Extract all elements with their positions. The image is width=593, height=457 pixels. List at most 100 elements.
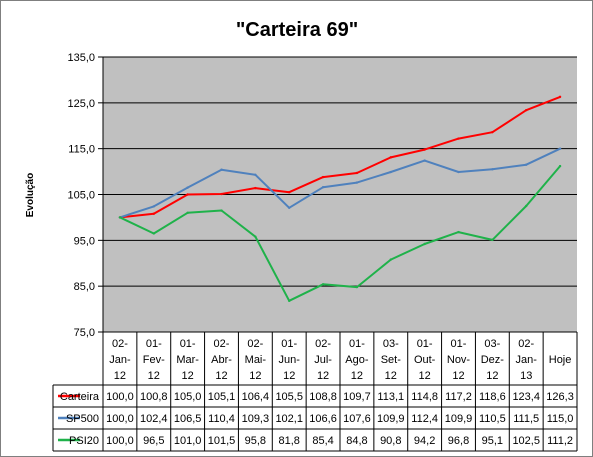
data-cell: 90,8 xyxy=(380,435,401,447)
data-point-psi20 xyxy=(288,299,291,303)
data-point-psi20 xyxy=(254,235,257,238)
data-point-psi20 xyxy=(321,283,325,286)
data-point-sp500 xyxy=(254,173,257,176)
data-cell: 107,6 xyxy=(343,413,371,425)
data-point-carteira xyxy=(389,156,392,159)
x-tick-label: 01-Jun-12 xyxy=(279,338,301,382)
x-tick-label: 01-Nov-12 xyxy=(447,338,471,382)
data-point-psi20 xyxy=(491,238,494,242)
data-point-carteira xyxy=(457,137,460,140)
data-point-carteira xyxy=(558,95,562,99)
data-point-psi20 xyxy=(558,164,562,168)
data-point-carteira xyxy=(186,193,189,196)
data-point-sp500 xyxy=(558,147,562,150)
data-cell: 100,8 xyxy=(140,391,168,403)
data-cell: 95,8 xyxy=(245,435,266,447)
series-name-carteira: Carteira xyxy=(60,391,100,403)
data-point-psi20 xyxy=(118,216,122,219)
data-cell: 102,4 xyxy=(140,413,168,425)
data-point-sp500 xyxy=(186,186,189,189)
y-tick-label: 75,0 xyxy=(74,327,95,339)
data-point-psi20 xyxy=(186,211,189,215)
data-cell: 84,8 xyxy=(346,435,367,447)
x-tick-label: 01-Fev-12 xyxy=(143,338,165,382)
x-tick-label: 01-Out-12 xyxy=(414,338,436,382)
series-line-sp500 xyxy=(119,147,561,219)
y-tick-label: 135,0 xyxy=(67,52,95,64)
data-point-psi20 xyxy=(457,230,460,234)
data-cell: 109,9 xyxy=(445,413,473,425)
data-point-sp500 xyxy=(152,205,155,208)
data-cell: 110,5 xyxy=(479,413,506,425)
y-tick-label: 85,0 xyxy=(74,281,95,293)
data-cell: 106,6 xyxy=(309,413,337,425)
data-cell: 112,4 xyxy=(411,413,438,425)
chart-title: "Carteira 69" xyxy=(236,19,358,41)
x-tick-label: 02-Mai-12 xyxy=(245,338,267,382)
x-tick-label: 01-Mar-12 xyxy=(176,338,199,382)
data-cell: 94,2 xyxy=(414,435,435,447)
x-tick-label: 02-Abr-12 xyxy=(211,338,232,382)
data-cell: 111,5 xyxy=(513,413,539,425)
series-name-sp500: SP500 xyxy=(66,413,99,425)
data-point-carteira xyxy=(355,171,359,175)
data-point-psi20 xyxy=(152,232,155,235)
data-point-sp500 xyxy=(321,185,325,189)
series-line-psi20 xyxy=(119,165,561,302)
data-cell: 113,1 xyxy=(377,391,404,403)
data-cell: 109,9 xyxy=(377,413,405,425)
data-cell: 105,0 xyxy=(174,391,202,403)
data-point-sp500 xyxy=(288,206,291,209)
x-tick-label: 02-Jan-13 xyxy=(516,338,538,382)
data-cell: 96,5 xyxy=(143,435,164,447)
data-cell: 100,0 xyxy=(106,391,134,403)
x-tick-label: 01-Ago-12 xyxy=(345,338,369,382)
data-cell: 110,4 xyxy=(208,413,235,425)
data-point-carteira xyxy=(254,186,257,190)
data-point-psi20 xyxy=(220,209,223,212)
data-cell: 102,5 xyxy=(512,435,540,447)
x-tick-label: 02-Jan-12 xyxy=(109,338,131,382)
data-point-carteira xyxy=(423,148,426,151)
data-point-sp500 xyxy=(355,181,359,184)
data-cell: 114,8 xyxy=(411,391,438,403)
data-point-sp500 xyxy=(491,168,494,171)
data-cell: 109,7 xyxy=(343,391,371,403)
data-point-sp500 xyxy=(389,170,392,174)
data-cell: 111,2 xyxy=(547,435,573,447)
y-tick-label: 115,0 xyxy=(68,144,95,156)
data-point-carteira xyxy=(491,130,494,134)
data-point-carteira xyxy=(288,191,291,194)
x-tick-label: 03-Set-12 xyxy=(381,338,402,382)
data-point-psi20 xyxy=(355,285,359,289)
data-point-sp500 xyxy=(220,168,223,171)
x-tick-label: Hoje xyxy=(549,354,572,366)
data-cell: 100,0 xyxy=(106,435,134,447)
data-point-sp500 xyxy=(457,170,460,174)
data-cell: 106,4 xyxy=(242,391,270,403)
data-point-psi20 xyxy=(423,242,426,246)
data-cell: 95,1 xyxy=(482,435,503,447)
y-axis-label: Evolução xyxy=(25,173,36,217)
data-cell: 115,0 xyxy=(547,413,574,425)
x-tick-label: 02-Jul-12 xyxy=(314,338,332,382)
data-cell: 109,3 xyxy=(242,413,270,425)
data-cell: 126,3 xyxy=(546,391,574,403)
data-point-carteira xyxy=(152,212,155,215)
data-cell: 105,1 xyxy=(208,391,236,403)
data-cell: 101,0 xyxy=(174,435,202,447)
data-cell: 101,5 xyxy=(208,435,236,447)
series-name-psi20: PSI20 xyxy=(69,435,99,447)
data-point-psi20 xyxy=(389,258,392,261)
data-cell: 96,8 xyxy=(448,435,469,447)
series-line-carteira xyxy=(119,95,561,219)
data-cell: 118,6 xyxy=(479,391,506,403)
data-point-sp500 xyxy=(423,159,426,162)
y-tick-label: 95,0 xyxy=(74,235,95,247)
data-cell: 105,5 xyxy=(275,391,303,403)
data-cell: 123,4 xyxy=(512,391,540,403)
data-cell: 117,2 xyxy=(445,391,472,403)
data-point-carteira xyxy=(220,192,223,196)
data-point-psi20 xyxy=(525,204,528,208)
